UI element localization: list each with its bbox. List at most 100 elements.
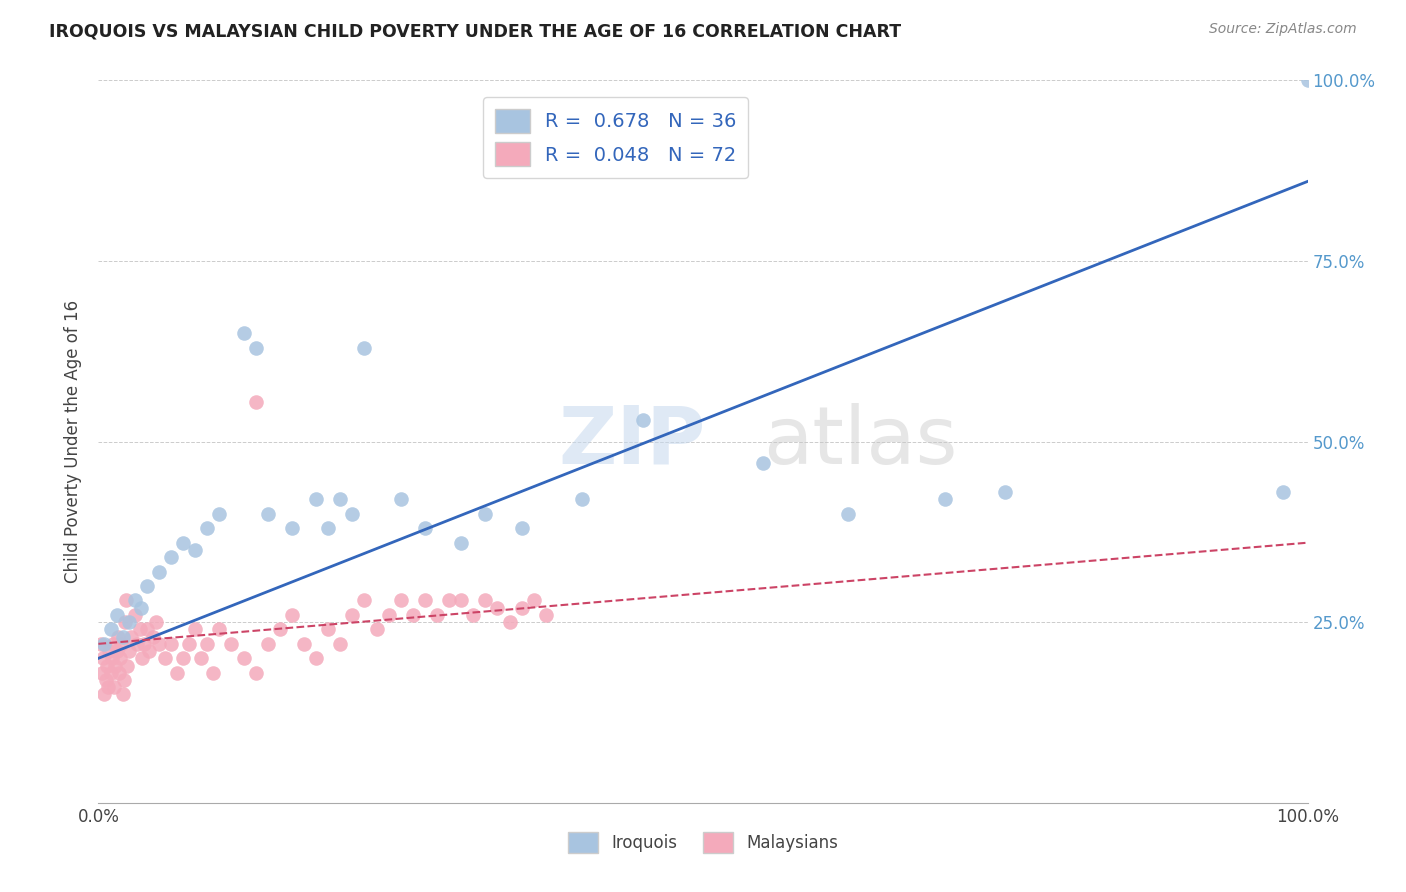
Point xyxy=(104,658,127,673)
Point xyxy=(138,644,160,658)
Point xyxy=(124,593,146,607)
Point xyxy=(934,492,956,507)
Point xyxy=(148,565,170,579)
Point xyxy=(437,593,460,607)
Point xyxy=(172,651,194,665)
Point xyxy=(208,623,231,637)
Point xyxy=(232,651,254,665)
Point xyxy=(96,658,118,673)
Point xyxy=(112,673,135,687)
Point xyxy=(90,637,112,651)
Point xyxy=(523,593,546,607)
Y-axis label: Child Poverty Under the Age of 16: Child Poverty Under the Age of 16 xyxy=(65,300,83,583)
Point xyxy=(510,521,533,535)
Point xyxy=(105,607,128,622)
Point xyxy=(184,542,207,557)
Point xyxy=(94,673,117,687)
Point xyxy=(195,637,218,651)
Point xyxy=(353,341,375,355)
Point xyxy=(202,665,225,680)
Point xyxy=(166,665,188,680)
Point xyxy=(110,637,132,651)
Point xyxy=(329,492,352,507)
Point xyxy=(1296,73,1319,87)
Point xyxy=(142,630,165,644)
Point xyxy=(534,607,557,622)
Point xyxy=(160,637,183,651)
Point xyxy=(316,623,339,637)
Point xyxy=(256,637,278,651)
Point xyxy=(107,630,129,644)
Point xyxy=(256,507,278,521)
Point xyxy=(281,607,304,622)
Point xyxy=(93,637,115,651)
Point xyxy=(1272,485,1295,500)
Point xyxy=(837,507,859,521)
Text: atlas: atlas xyxy=(763,402,957,481)
Point xyxy=(103,680,125,694)
Point xyxy=(510,600,533,615)
Point xyxy=(108,665,131,680)
Point xyxy=(305,651,328,665)
Point xyxy=(232,326,254,340)
Point xyxy=(127,637,149,651)
Text: Source: ZipAtlas.com: Source: ZipAtlas.com xyxy=(1209,22,1357,37)
Point xyxy=(463,607,485,622)
Point xyxy=(389,593,412,607)
Point xyxy=(184,623,207,637)
Point xyxy=(426,607,449,622)
Point xyxy=(118,615,141,630)
Point xyxy=(316,521,339,535)
Point xyxy=(172,535,194,549)
Point xyxy=(450,535,472,549)
Point xyxy=(413,521,436,535)
Point xyxy=(402,607,425,622)
Text: IROQUOIS VS MALAYSIAN CHILD POVERTY UNDER THE AGE OF 16 CORRELATION CHART: IROQUOIS VS MALAYSIAN CHILD POVERTY UNDE… xyxy=(49,22,901,40)
Point xyxy=(100,665,122,680)
Point xyxy=(93,687,115,701)
Point xyxy=(97,680,120,694)
Point xyxy=(486,600,509,615)
Point xyxy=(111,687,134,701)
Point xyxy=(145,615,167,630)
Point xyxy=(135,579,157,593)
Point xyxy=(269,623,291,637)
Point xyxy=(571,492,593,507)
Point xyxy=(329,637,352,651)
Point xyxy=(389,492,412,507)
Point xyxy=(91,665,114,680)
Point xyxy=(342,607,364,622)
Point xyxy=(134,637,156,651)
Point xyxy=(994,485,1017,500)
Legend: Iroquois, Malaysians: Iroquois, Malaysians xyxy=(561,826,845,860)
Point xyxy=(366,623,388,637)
Point xyxy=(631,413,654,427)
Point xyxy=(281,521,304,535)
Text: ZIP: ZIP xyxy=(558,402,706,481)
Point xyxy=(221,637,243,651)
Point xyxy=(117,658,139,673)
Point xyxy=(114,615,136,630)
Point xyxy=(153,651,176,665)
Point xyxy=(120,630,142,644)
Point xyxy=(108,651,131,665)
Point xyxy=(377,607,399,622)
Point xyxy=(292,637,315,651)
Point xyxy=(160,550,183,565)
Point xyxy=(135,623,157,637)
Point xyxy=(115,593,138,607)
Point xyxy=(91,651,114,665)
Point xyxy=(474,507,496,521)
Point xyxy=(450,593,472,607)
Point xyxy=(208,507,231,521)
Point xyxy=(118,644,141,658)
Point xyxy=(245,394,267,409)
Point xyxy=(129,600,152,615)
Point xyxy=(752,456,775,470)
Point xyxy=(195,521,218,535)
Point xyxy=(179,637,201,651)
Point xyxy=(101,637,124,651)
Point xyxy=(148,637,170,651)
Point xyxy=(124,607,146,622)
Point xyxy=(98,644,121,658)
